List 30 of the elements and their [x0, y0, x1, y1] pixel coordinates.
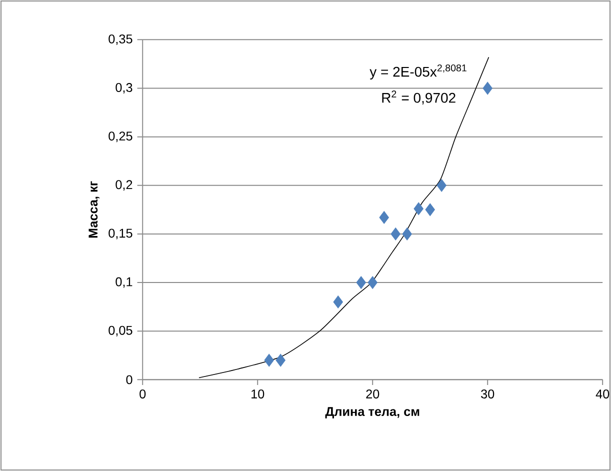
- point: [276, 354, 286, 367]
- y-tick-label: 0,3: [116, 83, 132, 94]
- y-tick-label: 0: [126, 375, 132, 384]
- point: [379, 211, 389, 224]
- x-tick-label: 20: [366, 389, 380, 398]
- x-tick-label: 0: [140, 389, 146, 398]
- point: [356, 276, 366, 289]
- point: [425, 203, 435, 216]
- x-tick-label: 40: [596, 389, 610, 398]
- point: [264, 354, 274, 367]
- point: [482, 82, 492, 95]
- point: [390, 228, 400, 240]
- point: [402, 228, 412, 240]
- y-tick-label: 0,2: [116, 180, 132, 191]
- y-axis-title: Масса, кг: [88, 181, 100, 238]
- annotation: R$^{2}$ = 0,9702: [382, 90, 456, 104]
- point: [368, 276, 378, 289]
- y-tick-label: 0,35: [108, 34, 132, 45]
- x-tick-label: 30: [481, 389, 494, 398]
- point: [333, 296, 343, 308]
- y-tick-label: 0,1: [116, 277, 132, 288]
- x-tick-label: 10: [252, 389, 264, 398]
- line-series: [198, 56, 490, 378]
- point: [436, 178, 446, 192]
- x-axis-title: Длина тела, см: [325, 407, 420, 418]
- point: [414, 202, 424, 216]
- annotation: y = 2E-05x$^{2,8081}$: [370, 64, 466, 80]
- y-tick-label: 0,05: [108, 326, 132, 336]
- y-tick-label: 0,25: [108, 132, 132, 142]
- y-tick-label: 0,15: [108, 228, 132, 240]
